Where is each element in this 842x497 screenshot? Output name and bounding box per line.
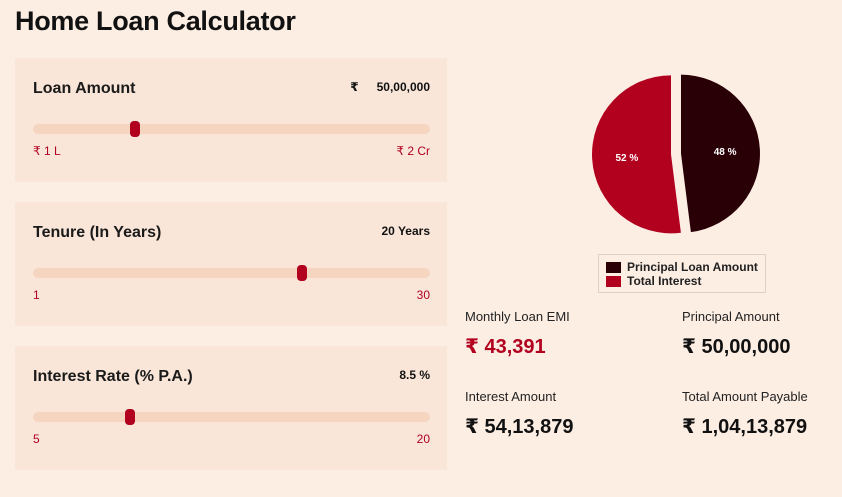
principal-amount-value: ₹ 50,00,000 [682,336,791,358]
loan-amount-min: ₹ 1 L [33,144,61,158]
rupee-symbol: ₹ [350,80,359,94]
tenure-slider[interactable] [33,265,430,281]
interest-rate-max: 20 [416,432,430,446]
total-payable-stat: Total Amount Payable ₹ 1,04,13,879 [682,389,808,439]
tenure-number[interactable]: 20 Years [381,224,431,238]
legend-item-principal[interactable]: Principal Loan Amount [606,260,765,274]
loan-amount-slider-thumb[interactable] [129,121,140,137]
chart-legend: Principal Loan Amount Total Interest [598,254,766,293]
interest-rate-slider[interactable] [33,409,430,425]
principal-amount-label: Principal Amount [682,309,780,324]
tenure-min: 1 [33,288,40,302]
tenure-max: 30 [416,288,430,302]
tenure-card: Tenure (In Years) 20 Years 1 30 [15,202,447,326]
pie-label-interest: 52 % [615,153,638,164]
legend-label-interest: Total Interest [627,274,702,288]
loan-breakdown-pie-chart: 48 % 52 % [592,74,762,239]
monthly-emi-label: Monthly Loan EMI [465,309,570,324]
pie-label-principal: 48 % [714,147,737,158]
pie-slice-interest[interactable] [592,75,681,234]
interest-stat: Interest Amount ₹ 54,13,879 [465,389,573,439]
interest-amount-value: ₹ 54,13,879 [465,416,574,438]
loan-amount-slider[interactable] [33,121,430,137]
loan-amount-number[interactable]: 50,00,000 [376,80,430,94]
monthly-emi-stat: Monthly Loan EMI ₹ 43,391 [465,309,570,359]
interest-rate-label: Interest Rate (% P.A.) [33,368,193,385]
legend-item-interest[interactable]: Total Interest [606,274,765,288]
loan-amount-label: Loan Amount [33,80,136,97]
legend-swatch-principal [606,261,621,273]
interest-rate-slider-thumb[interactable] [125,409,136,425]
interest-rate-min: 5 [33,432,40,446]
interest-rate-card: Interest Rate (% P.A.) 8.5 % 5 20 [15,346,447,470]
loan-amount-max: ₹ 2 Cr [396,144,430,158]
pie-slice-principal[interactable] [680,74,760,233]
tenure-label: Tenure (In Years) [33,224,162,241]
interest-amount-label: Interest Amount [465,389,557,404]
total-payable-value: ₹ 1,04,13,879 [682,416,808,438]
legend-label-principal: Principal Loan Amount [627,260,758,274]
loan-amount-card: Loan Amount ₹ 50,00,000 ₹ 1 L ₹ 2 Cr [15,58,447,182]
monthly-emi-value: ₹ 43,391 [465,336,546,358]
pie-chart-svg: 48 % 52 % [592,74,760,234]
tenure-slider-thumb[interactable] [296,265,307,281]
total-payable-label: Total Amount Payable [682,389,808,404]
interest-rate-number[interactable]: 8.5 % [399,368,430,382]
principal-stat: Principal Amount ₹ 50,00,000 [682,309,790,359]
legend-swatch-interest [606,275,621,287]
interest-rate-value: 8.5 % [399,368,430,382]
loan-amount-value: ₹ 50,00,000 [350,80,430,94]
page-title: Home Loan Calculator [15,6,296,36]
tenure-value: 20 Years [382,224,431,238]
